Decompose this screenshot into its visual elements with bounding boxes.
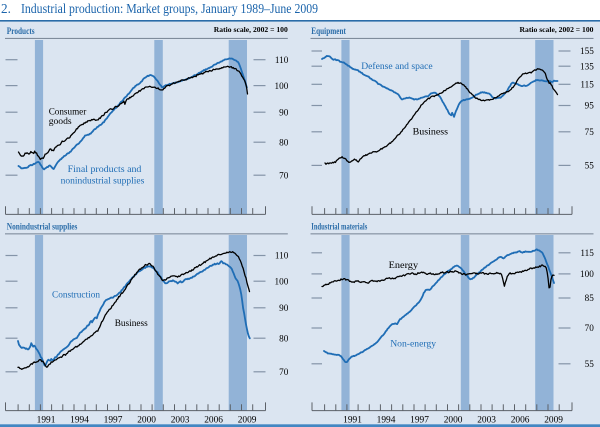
svg-text:1994: 1994	[377, 416, 396, 426]
svg-text:Ratio scale, 2002 = 100: Ratio scale, 2002 = 100	[214, 25, 288, 34]
svg-text:1994: 1994	[70, 416, 89, 426]
svg-text:2003: 2003	[477, 416, 496, 426]
svg-text:Business: Business	[115, 318, 148, 329]
svg-text:Ratio scale, 2002 = 100: Ratio scale, 2002 = 100	[520, 25, 594, 34]
svg-text:1997: 1997	[104, 416, 123, 426]
svg-text:135: 135	[580, 61, 594, 71]
svg-text:155: 155	[580, 46, 594, 56]
svg-text:Nonindustrial supplies: Nonindustrial supplies	[7, 221, 78, 232]
svg-text:55: 55	[585, 161, 595, 171]
svg-text:70: 70	[279, 170, 289, 180]
svg-text:Construction: Construction	[52, 289, 100, 300]
svg-text:90: 90	[279, 107, 289, 117]
svg-text:Non-energy: Non-energy	[390, 339, 436, 350]
svg-text:80: 80	[279, 137, 289, 147]
svg-text:Products: Products	[7, 26, 35, 37]
svg-text:goods: goods	[49, 116, 72, 127]
svg-text:80: 80	[279, 333, 289, 343]
svg-text:70: 70	[279, 367, 289, 377]
svg-text:2000: 2000	[137, 416, 156, 426]
svg-text:2000: 2000	[444, 416, 463, 426]
svg-text:Final products and: Final products and	[68, 164, 142, 175]
svg-text:Consumer: Consumer	[49, 107, 87, 118]
svg-text:2003: 2003	[171, 416, 190, 426]
svg-text:115: 115	[580, 248, 594, 258]
svg-text:2006: 2006	[204, 416, 223, 426]
svg-text:Industrial production: Market: Industrial production: Market groups, Ja…	[21, 1, 318, 16]
svg-text:100: 100	[275, 81, 289, 91]
svg-text:Equipment: Equipment	[311, 26, 346, 37]
svg-text:90: 90	[279, 303, 289, 313]
svg-text:1991: 1991	[343, 416, 362, 426]
svg-text:Business: Business	[413, 126, 449, 137]
svg-text:100: 100	[580, 269, 594, 279]
svg-text:nonindustrial supplies: nonindustrial supplies	[61, 176, 145, 187]
svg-text:Energy: Energy	[389, 260, 419, 271]
svg-text:1997: 1997	[410, 416, 429, 426]
svg-text:75: 75	[585, 127, 595, 137]
svg-text:110: 110	[275, 55, 289, 65]
svg-text:Industrial materials: Industrial materials	[311, 221, 367, 232]
svg-text:115: 115	[580, 80, 594, 90]
svg-text:70: 70	[585, 323, 595, 333]
svg-text:2009: 2009	[238, 416, 257, 426]
svg-text:55: 55	[585, 359, 595, 369]
svg-text:1991: 1991	[37, 416, 56, 426]
svg-text:2.: 2.	[1, 1, 11, 16]
svg-text:100: 100	[275, 276, 289, 286]
svg-text:2006: 2006	[511, 416, 530, 426]
svg-text:95: 95	[585, 101, 595, 111]
svg-text:85: 85	[585, 293, 595, 303]
svg-text:Defense and space: Defense and space	[361, 61, 433, 72]
svg-text:110: 110	[275, 251, 289, 261]
svg-text:2009: 2009	[544, 416, 563, 426]
